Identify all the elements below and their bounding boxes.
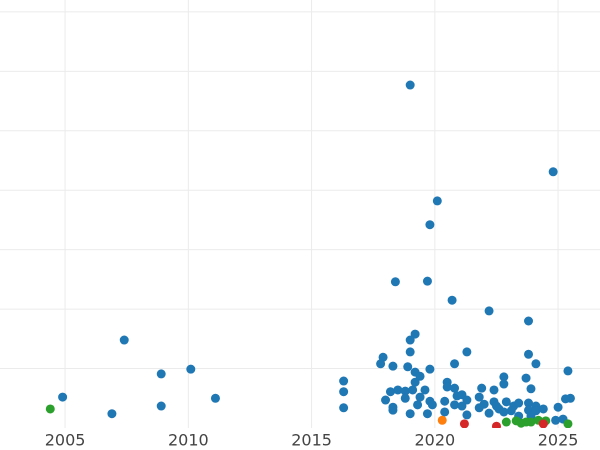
point bbox=[524, 316, 534, 326]
point bbox=[521, 417, 531, 427]
point bbox=[491, 421, 501, 428]
point bbox=[442, 382, 452, 392]
point bbox=[462, 395, 472, 405]
point bbox=[156, 401, 166, 411]
point bbox=[462, 347, 472, 357]
point bbox=[415, 392, 425, 402]
point bbox=[477, 383, 487, 393]
point bbox=[437, 415, 447, 425]
x-tick-label: 2015 bbox=[291, 431, 332, 450]
point bbox=[388, 361, 398, 371]
point bbox=[388, 402, 398, 412]
point bbox=[457, 401, 467, 411]
x-tick-label: 2005 bbox=[45, 431, 86, 450]
point bbox=[484, 306, 494, 316]
point bbox=[119, 335, 129, 345]
point bbox=[484, 408, 494, 418]
point bbox=[400, 386, 410, 396]
point bbox=[474, 403, 484, 413]
point bbox=[107, 409, 117, 419]
point bbox=[447, 295, 457, 305]
point bbox=[462, 410, 472, 420]
point bbox=[499, 407, 509, 417]
point bbox=[499, 372, 509, 382]
point bbox=[524, 349, 534, 359]
point bbox=[381, 395, 391, 405]
point bbox=[538, 404, 548, 414]
point bbox=[563, 366, 573, 376]
point bbox=[531, 359, 541, 369]
point bbox=[405, 409, 415, 419]
point bbox=[514, 398, 524, 408]
point bbox=[405, 347, 415, 357]
point bbox=[422, 276, 432, 286]
points bbox=[45, 80, 575, 428]
point bbox=[440, 407, 450, 417]
point bbox=[524, 398, 534, 408]
point bbox=[560, 394, 570, 404]
point bbox=[427, 400, 437, 410]
point bbox=[405, 335, 415, 345]
point bbox=[489, 385, 499, 395]
x-tick-label: 2020 bbox=[414, 431, 455, 450]
point bbox=[425, 220, 435, 230]
point bbox=[376, 359, 386, 369]
point bbox=[408, 385, 418, 395]
point bbox=[459, 419, 469, 428]
point bbox=[393, 385, 403, 395]
point bbox=[450, 383, 460, 393]
point bbox=[405, 80, 415, 90]
point bbox=[400, 393, 410, 403]
point bbox=[339, 376, 349, 386]
point bbox=[186, 364, 196, 374]
point bbox=[415, 371, 425, 381]
point bbox=[563, 419, 573, 428]
point bbox=[45, 404, 55, 414]
x-tick-label: 2025 bbox=[538, 431, 579, 450]
point bbox=[538, 419, 548, 428]
point bbox=[339, 387, 349, 397]
point bbox=[499, 379, 509, 389]
grid bbox=[0, 0, 600, 428]
point bbox=[440, 396, 450, 406]
point bbox=[58, 392, 68, 402]
point bbox=[410, 377, 420, 387]
x-tick-label: 2010 bbox=[168, 431, 209, 450]
point bbox=[403, 362, 413, 372]
point bbox=[506, 406, 516, 416]
point bbox=[410, 329, 420, 339]
point bbox=[548, 167, 558, 177]
point bbox=[385, 387, 395, 397]
point bbox=[501, 417, 511, 427]
point bbox=[156, 369, 166, 379]
point bbox=[551, 415, 561, 425]
point bbox=[390, 277, 400, 287]
point bbox=[339, 403, 349, 413]
point bbox=[422, 409, 432, 419]
point bbox=[413, 400, 423, 410]
point bbox=[450, 359, 460, 369]
point bbox=[521, 373, 531, 383]
point bbox=[420, 385, 430, 395]
point bbox=[501, 397, 511, 407]
point bbox=[450, 400, 460, 410]
point bbox=[210, 393, 220, 403]
point bbox=[474, 392, 484, 402]
point bbox=[432, 196, 442, 206]
point bbox=[553, 402, 563, 412]
point bbox=[526, 384, 536, 394]
point bbox=[425, 364, 435, 374]
tick-labels: 2005 2010 2015 2020 2025 bbox=[45, 431, 579, 450]
